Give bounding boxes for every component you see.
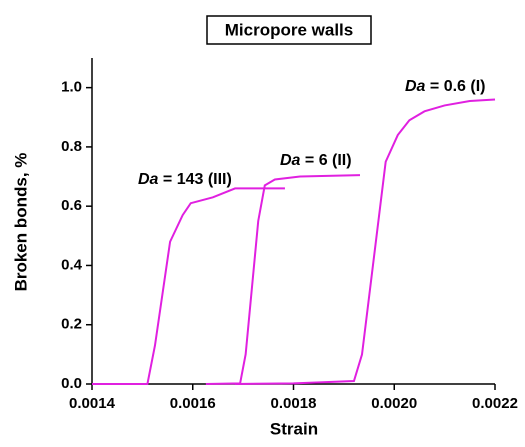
series-line [92,187,285,385]
x-tick-label: 0.0020 [371,395,417,412]
x-tick-label: 0.0016 [170,395,216,412]
x-tick-label: 0.0018 [271,395,317,412]
y-tick-label: 0.2 [61,316,82,333]
y-tick-label: 0.4 [61,256,83,273]
series-label-italic: Da [138,171,159,188]
series-line [235,98,496,385]
title-box [206,15,372,45]
x-tick-label: 0.0014 [69,395,116,412]
series-line [205,174,361,385]
series-label: Da = 6 (II) [280,152,352,169]
series-label-rest: = 0.6 (I) [425,78,485,95]
x-axis-label: Strain [270,419,318,438]
y-tick-label: 1.0 [61,79,82,96]
series-label-rest: = 143 (III) [158,171,231,188]
series-label: Da = 0.6 (I) [405,78,485,95]
x-tick-label: 0.0022 [472,395,518,412]
y-axis-label: Broken bonds, % [11,153,30,292]
y-tick-label: 0.8 [61,138,82,155]
y-tick-label: 0.0 [61,375,82,392]
series-label-italic: Da [280,152,301,169]
series-label-rest: = 6 (II) [300,152,351,169]
series-label-italic: Da [405,78,426,95]
series-label: Da = 143 (III) [138,171,232,188]
chart-title: Micropore walls [225,20,353,39]
y-tick-label: 0.6 [61,197,82,214]
